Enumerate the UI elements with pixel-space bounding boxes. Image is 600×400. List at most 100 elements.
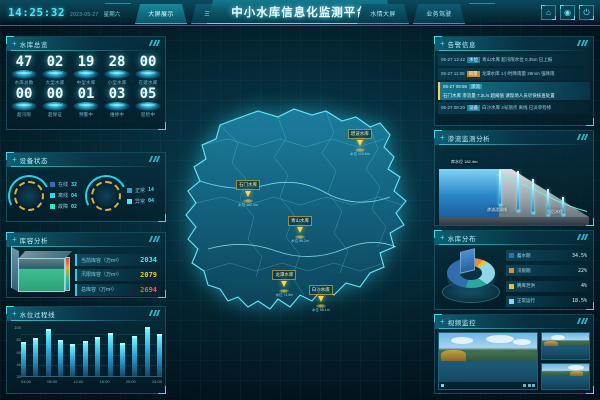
dam-label: 库水位 182.4m: [451, 159, 478, 164]
dam-foundation: [439, 217, 589, 225]
pie-chart-3d[interactable]: [438, 248, 504, 309]
gauge-legend-right: 正常 14 异常 04: [127, 187, 154, 205]
alarm-row[interactable]: 05-27 11:08 雨量 龙潭水库 1小时降雨量 28mm 强降雨: [438, 68, 590, 80]
video-scene: [542, 363, 589, 389]
alarm-text: 青山水库 超汛限水位 0.35m 已上报: [482, 57, 553, 63]
bar[interactable]: [132, 336, 138, 376]
alarm-tag: 设备: [467, 105, 481, 111]
bar[interactable]: [119, 343, 125, 376]
alarm-row-selected[interactable]: 05-27 09:55 渗流 石门水库 渗流量 7.2L/s 超阈值 请现场人员…: [438, 82, 590, 100]
stat-grid: 47 水库总数 02 大型水库 19 中型水库 28 小型水库 00 在建水库 00 超汛限…: [7, 51, 165, 120]
stat-cell[interactable]: 01 预警中: [71, 87, 101, 118]
panel-title-bar: + 水库总览: [7, 37, 165, 51]
exit-icon[interactable]: ⏻: [579, 5, 594, 20]
stat-cell[interactable]: 28 小型水库: [102, 55, 132, 86]
stat-cell[interactable]: 47 水库总数: [9, 55, 39, 86]
home-icon[interactable]: ⌂: [541, 5, 556, 20]
bar[interactable]: [33, 338, 39, 376]
plus-icon: +: [12, 309, 17, 318]
tab-yewujiashi[interactable]: 业务驾驶: [413, 4, 465, 24]
tab-shuiqingdaping[interactable]: 水情大屏: [357, 4, 409, 24]
legend-item[interactable]: 蓄水期 34.5%: [506, 250, 590, 262]
monitor-well: [560, 197, 566, 217]
gridline: [21, 364, 162, 366]
gridline: [21, 354, 162, 356]
alarm-tag: 水位: [467, 57, 481, 63]
legend-item: 在线 32: [50, 181, 77, 188]
donut-chart-right: [79, 169, 133, 222]
stat-cell[interactable]: 02 大型水库: [40, 55, 70, 86]
marker-sublabel: 水位 120.6m: [349, 152, 370, 157]
donut-inner-ring: [14, 180, 44, 211]
bar[interactable]: [21, 342, 26, 376]
tab-dapingzhanshi[interactable]: 大屏展示: [135, 4, 187, 24]
map-marker[interactable]: 白沙水库 水位 58.1m: [308, 284, 333, 313]
x-tick-label: 04:00: [21, 379, 32, 384]
gridline: [21, 334, 162, 336]
marker-sublabel: 水位 58.1m: [311, 307, 330, 312]
map-marker[interactable]: 青山水库 水位 96.2m: [288, 215, 312, 244]
alarm-row[interactable]: 05-27 13:42 水位 青山水库 超汛限水位 0.35m 已上报: [438, 54, 590, 66]
stat-cell[interactable]: 00 超保证: [40, 87, 70, 118]
legend-item[interactable]: 汛限期 22%: [506, 265, 590, 277]
video-feed-main[interactable]: [438, 332, 538, 390]
bar[interactable]: [70, 344, 76, 376]
map-marker[interactable]: 龙潭水库 水位 74.8m: [272, 270, 297, 298]
bar[interactable]: [156, 334, 162, 376]
alarm-list: 05-27 13:42 水位 青山水库 超汛限水位 0.35m 已上报 05-2…: [435, 51, 593, 114]
donut-inner-ring: [91, 180, 121, 211]
legend-value: 14: [148, 187, 155, 193]
video-grid: [435, 329, 593, 393]
capacity-stat-list: 当前库容（万m³） 2034 汛限库容（万m³） 2079 总库容（万m³） 2694: [75, 251, 161, 297]
stat-cell[interactable]: 19 中型水库: [71, 55, 101, 86]
bar[interactable]: [95, 337, 101, 376]
stat-label: 巡检中: [140, 112, 156, 117]
legend-value: 32: [71, 181, 78, 188]
bar[interactable]: [107, 333, 113, 376]
gauge-left[interactable]: 在线 32 离线 04 故障 02: [2, 169, 86, 222]
capacity-label: 汛限库容（万m³）: [81, 272, 122, 279]
panel-reservoir-distribution: + 水库分布 蓄水期 34.5% 汛限期 22% 腾库泄洪 4% 正常运行 18.5%: [434, 230, 594, 310]
legend-percent: 4%: [580, 283, 587, 290]
map-marker[interactable]: 石门水库 水位 182.4m: [236, 179, 260, 208]
video-controls[interactable]: [439, 382, 537, 389]
legend-label: 腾库泄洪: [517, 283, 535, 289]
map-marker[interactable]: 碧波水库 水位 120.6m: [347, 129, 372, 157]
stat-cell[interactable]: 03 维修中: [102, 87, 132, 118]
gauge-legend-left: 在线 32 离线 04 故障 02: [50, 181, 77, 210]
video-feed-secondary[interactable]: [541, 332, 590, 360]
bar[interactable]: [82, 340, 88, 376]
video-button-group[interactable]: [523, 384, 535, 387]
y-tick-label: 80: [16, 337, 21, 343]
panel-title-text: 水库总览: [19, 42, 49, 49]
video-feed-tertiary[interactable]: [541, 362, 590, 390]
bar[interactable]: [58, 340, 64, 376]
stat-cell[interactable]: 05 巡检中: [133, 87, 163, 118]
title-deco-icon: [576, 234, 589, 240]
donut-chart-left: [2, 169, 56, 222]
bar[interactable]: [45, 329, 51, 376]
monitor-well: [497, 171, 503, 207]
alarm-row[interactable]: 05-27 08:20 设备 白沙水库 2号测点 离线 已派单检修: [438, 102, 590, 114]
legend-item[interactable]: 腾库泄洪 4%: [506, 280, 590, 292]
plus-icon: +: [440, 317, 445, 326]
panel-title-text: 库容分析: [19, 238, 49, 245]
user-icon[interactable]: ◉: [560, 5, 575, 20]
legend-percent: 22%: [577, 267, 587, 274]
monitor-well: [530, 179, 536, 215]
china-map-area[interactable]: 石门水库 水位 182.4m 青山水库 水位 96.2m 龙潭水库 水位 74.…: [170, 34, 430, 396]
alarm-tag: 渗流: [469, 83, 483, 90]
bar-chart[interactable]: 100 80 60 40 20 04:00 08:00 12:00 16:00 20:00 24:…: [7, 321, 165, 391]
legend-item[interactable]: 正常运行 18.5%: [506, 295, 590, 307]
y-tick-label: 60: [16, 349, 21, 355]
capacity-label: 当前库容（万m³）: [81, 257, 122, 264]
capacity-body: 当前库容（万m³） 2034 汛限库容（万m³） 2079 总库容（万m³） 2694: [7, 246, 165, 297]
gauge-right[interactable]: 正常 14 异常 04: [79, 169, 163, 222]
stat-cell[interactable]: 00 在建水库: [133, 55, 163, 86]
dam-cross-section[interactable]: 库水位 182.4m 渗流浸润线 坝后水位 下游河道: [439, 147, 589, 225]
bar-chart-x-axis: 04:00 08:00 12:00 16:00 20:00 24:00: [21, 377, 162, 384]
stat-value: 28: [108, 54, 126, 70]
panel-title-bar: + 水位过程线: [7, 307, 165, 321]
bar[interactable]: [144, 327, 150, 376]
stat-cell[interactable]: 00 超汛限: [9, 87, 39, 118]
